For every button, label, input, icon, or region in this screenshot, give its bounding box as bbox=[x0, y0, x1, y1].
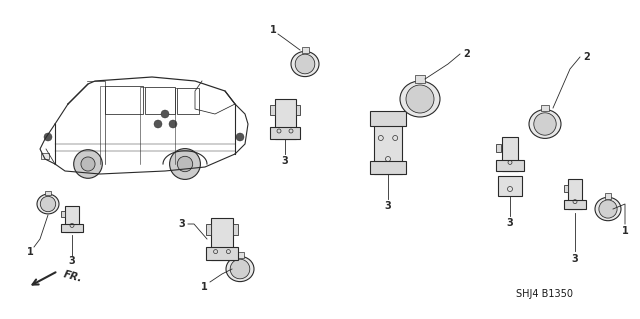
Ellipse shape bbox=[291, 51, 319, 77]
Bar bbox=[568, 179, 582, 209]
Bar bbox=[496, 160, 524, 171]
Circle shape bbox=[295, 54, 315, 74]
Ellipse shape bbox=[37, 194, 59, 214]
Bar bbox=[270, 105, 275, 115]
Bar bbox=[270, 127, 300, 139]
Text: 2: 2 bbox=[463, 49, 470, 59]
Bar bbox=[61, 224, 83, 232]
Circle shape bbox=[406, 85, 434, 113]
Ellipse shape bbox=[400, 81, 440, 117]
Bar bbox=[498, 176, 522, 196]
Circle shape bbox=[599, 200, 617, 218]
Bar bbox=[541, 105, 549, 111]
Bar bbox=[45, 191, 51, 195]
Text: 1: 1 bbox=[621, 226, 628, 236]
Text: 3: 3 bbox=[68, 256, 76, 266]
Bar bbox=[237, 252, 243, 258]
Bar bbox=[502, 137, 518, 171]
Text: 3: 3 bbox=[507, 218, 513, 228]
Circle shape bbox=[170, 149, 200, 179]
Bar bbox=[61, 211, 65, 218]
Ellipse shape bbox=[529, 110, 561, 138]
Bar bbox=[105, 86, 143, 114]
Bar bbox=[564, 184, 568, 192]
Bar bbox=[605, 193, 611, 199]
Text: FR.: FR. bbox=[62, 270, 83, 284]
Circle shape bbox=[81, 157, 95, 171]
Text: 3: 3 bbox=[572, 254, 579, 264]
Circle shape bbox=[236, 133, 244, 141]
Text: 3: 3 bbox=[179, 219, 186, 229]
Bar bbox=[275, 99, 296, 139]
Text: SHJ4 B1350: SHJ4 B1350 bbox=[516, 289, 573, 299]
Bar bbox=[374, 114, 403, 174]
Bar bbox=[211, 218, 233, 260]
Bar bbox=[65, 206, 79, 232]
Bar bbox=[370, 111, 406, 126]
Circle shape bbox=[161, 110, 169, 118]
Circle shape bbox=[230, 259, 250, 279]
Circle shape bbox=[44, 133, 52, 141]
Circle shape bbox=[154, 120, 162, 128]
Bar bbox=[206, 248, 238, 260]
Text: 3: 3 bbox=[385, 201, 392, 211]
Bar bbox=[496, 144, 501, 152]
Circle shape bbox=[169, 120, 177, 128]
Bar bbox=[415, 75, 425, 83]
Bar bbox=[301, 47, 308, 53]
Bar bbox=[370, 161, 406, 174]
Bar bbox=[206, 224, 211, 235]
Circle shape bbox=[177, 156, 193, 172]
Circle shape bbox=[40, 196, 56, 212]
Bar bbox=[233, 224, 238, 235]
Text: 2: 2 bbox=[584, 52, 590, 62]
Bar bbox=[564, 200, 586, 209]
Ellipse shape bbox=[595, 197, 621, 221]
Circle shape bbox=[534, 113, 556, 135]
Text: 1: 1 bbox=[269, 25, 276, 35]
Text: 1: 1 bbox=[200, 282, 207, 292]
Circle shape bbox=[74, 150, 102, 178]
Text: 1: 1 bbox=[27, 247, 33, 257]
Bar bbox=[145, 87, 175, 114]
Text: 3: 3 bbox=[282, 156, 289, 166]
Ellipse shape bbox=[226, 256, 254, 282]
Bar bbox=[296, 105, 300, 115]
Bar bbox=[41, 153, 49, 159]
Bar bbox=[177, 88, 199, 114]
